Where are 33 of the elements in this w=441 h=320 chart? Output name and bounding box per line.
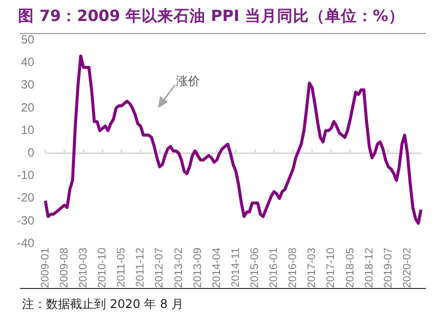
y-tick-label: -20	[17, 190, 35, 205]
y-tick-label: 30	[20, 78, 35, 92]
x-tick-label: 2015-06	[248, 248, 261, 288]
x-tick-label: 2013-09	[192, 248, 204, 288]
x-tick-label: 2017-03	[306, 248, 318, 288]
x-tick-label: 2019-07	[382, 248, 394, 288]
x-tick-label: 2010-10	[96, 248, 109, 288]
y-tick-label: 20	[20, 100, 35, 114]
x-tick-label: 2018-12	[363, 248, 376, 288]
chart-title: 图 79：2009 年以来石油 PPI 当月同比（单位：%）	[18, 6, 404, 27]
text: 注：数据截止到 2020 年 8 月	[22, 296, 184, 313]
x-tick-label: 2011-05	[116, 248, 128, 288]
x-tick-label: 2009-08	[58, 248, 70, 288]
x-tick-label: 2010-03	[77, 248, 90, 288]
x-tick-label: 2016-08	[287, 248, 300, 288]
x-tick-label: 2018-05	[344, 248, 356, 288]
y-tick-label: 0	[28, 146, 35, 160]
y-tick-label: 10	[20, 122, 35, 137]
y-tick-label: -30	[17, 213, 35, 228]
x-tick-label: 2009-01	[39, 248, 52, 288]
y-tick-label: 50	[20, 32, 35, 47]
annotation: 涨价	[176, 73, 200, 90]
y-tick-label: -40	[17, 236, 35, 250]
x-tick-label: 2014-04	[210, 248, 223, 288]
y-tick-label: 40	[20, 55, 35, 70]
x-tick-label: 2017-10	[325, 248, 338, 288]
x-tick-label: 2014-11	[230, 248, 242, 288]
x-tick-label: 2011-12	[134, 248, 147, 288]
x-tick-label: 2016-01	[268, 248, 280, 288]
x-tick-label: 2012-07	[154, 248, 166, 288]
x-tick-label: 2013-02	[172, 248, 185, 288]
x-tick-label: 2020-02	[401, 248, 414, 288]
y-tick-label: -10	[17, 168, 35, 182]
